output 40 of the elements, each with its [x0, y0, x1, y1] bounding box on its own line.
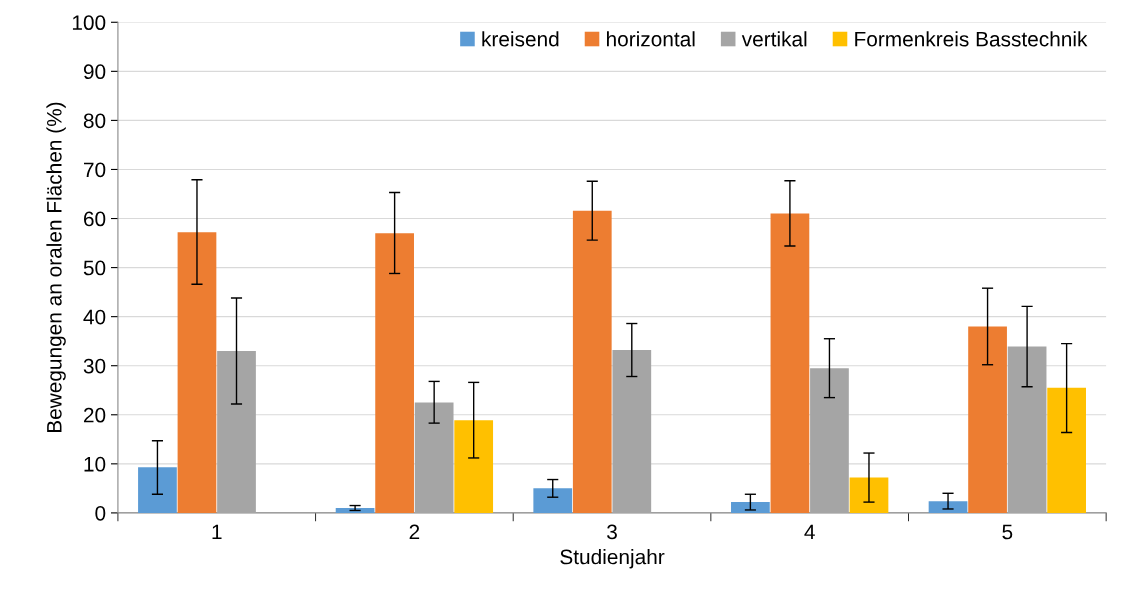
bar	[138, 467, 177, 513]
y-tick-label: 50	[83, 260, 106, 276]
bar	[454, 420, 494, 513]
bar	[810, 368, 849, 513]
y-tick-label: 80	[83, 113, 106, 129]
y-axis-title: Bewegungen an oralen Flächen (%)	[46, 102, 66, 433]
y-tick-label: 0	[95, 505, 106, 521]
y-tick-label: 40	[83, 309, 106, 325]
y-tick-label: 10	[84, 456, 106, 472]
bar	[1047, 387, 1086, 513]
bar	[375, 233, 414, 513]
bar	[414, 402, 454, 513]
bar	[928, 501, 968, 513]
x-tick-label: 3	[607, 524, 617, 540]
x-tick-label: 5	[1002, 524, 1013, 540]
bar	[335, 508, 375, 513]
y-tick-label: 90	[83, 64, 106, 80]
bar	[572, 210, 612, 513]
bar	[968, 326, 1007, 513]
x-tick-label: 1	[212, 524, 222, 540]
x-axis-title: Studienjahr	[560, 548, 665, 569]
y-tick-label: 20	[83, 407, 106, 423]
bar	[217, 351, 256, 513]
y-tick-label: 70	[84, 162, 106, 178]
legend-label: horizontal	[607, 31, 695, 47]
bar	[770, 213, 810, 513]
bar	[612, 350, 652, 513]
legend-label: vertikal	[741, 31, 807, 47]
bar	[849, 477, 889, 513]
y-tick-label: 100	[72, 15, 106, 31]
y-tick-label: 60	[84, 211, 106, 227]
legend-label: kreisend	[482, 31, 559, 47]
legend-label: Formenkreis Basstechnik	[855, 31, 1088, 47]
bar	[533, 488, 573, 513]
bar	[177, 232, 217, 513]
bar	[1007, 346, 1047, 513]
x-tick-label: 4	[804, 524, 815, 540]
bar	[731, 502, 770, 513]
x-tick-label: 2	[409, 524, 420, 540]
y-tick-label: 30	[83, 358, 106, 374]
